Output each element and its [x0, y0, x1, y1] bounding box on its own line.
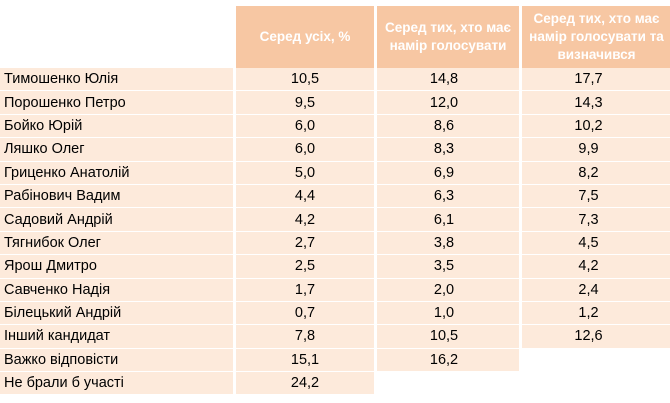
- candidate-name: Ляшко Олег: [0, 138, 233, 162]
- value-all: 1,7: [236, 278, 374, 302]
- value-all: 9,5: [236, 91, 374, 115]
- value-voting: 6,1: [377, 208, 519, 232]
- empty-cell: [377, 372, 519, 396]
- value-all: 4,2: [236, 208, 374, 232]
- candidate-name: Тимошенко Юлія: [0, 68, 233, 92]
- empty-cell: [522, 372, 670, 396]
- candidate-name: Тягнибок Олег: [0, 231, 233, 256]
- value-voting: 8,6: [377, 114, 519, 139]
- candidate-name: Білецький Андрій: [0, 301, 233, 326]
- value-all: 4,4: [236, 184, 374, 209]
- candidate-name: Рабінович Вадим: [0, 184, 233, 209]
- value-voting: 6,9: [377, 161, 519, 185]
- value-all: 2,5: [236, 255, 374, 279]
- value-all: 0,7: [236, 301, 374, 326]
- candidate-name: Важко відповісти: [0, 348, 233, 373]
- value-decided: 7,3: [522, 208, 670, 232]
- header-decided: Серед тих, хто має намір голосувати та в…: [522, 6, 670, 68]
- value-decided: 12,6: [522, 325, 670, 349]
- value-voting: 14,8: [377, 68, 519, 92]
- value-all: 6,0: [236, 138, 374, 162]
- header-all: Серед усіх, %: [236, 6, 374, 68]
- header-blank-cell: [0, 0, 233, 68]
- value-voting: 2,0: [377, 278, 519, 302]
- value-voting: 6,3: [377, 184, 519, 209]
- candidate-name: Савченко Надія: [0, 278, 233, 302]
- value-voting: 12,0: [377, 91, 519, 115]
- value-decided: 7,5: [522, 184, 670, 209]
- header-voting: Серед тих, хто має намір голосувати: [377, 6, 519, 68]
- value-decided: 1,2: [522, 301, 670, 326]
- value-voting: 3,5: [377, 255, 519, 279]
- candidate-name: Гриценко Анатолій: [0, 161, 233, 185]
- candidate-name: Інший кандидат: [0, 325, 233, 349]
- value-all: 6,0: [236, 114, 374, 139]
- value-voting: 8,3: [377, 138, 519, 162]
- value-all: 15,1: [236, 348, 374, 373]
- value-voting: 3,8: [377, 231, 519, 256]
- candidate-name: Бойко Юрій: [0, 114, 233, 139]
- value-decided: 4,2: [522, 255, 670, 279]
- value-decided: 4,5: [522, 231, 670, 256]
- value-decided: 9,9: [522, 138, 670, 162]
- value-decided: 10,2: [522, 114, 670, 139]
- candidate-name: Порошенко Петро: [0, 91, 233, 115]
- value-voting: 16,2: [377, 348, 519, 373]
- candidate-name: Не брали б участі: [0, 372, 233, 396]
- value-decided: 17,7: [522, 68, 670, 92]
- value-all: 2,7: [236, 231, 374, 256]
- value-voting: 10,5: [377, 325, 519, 349]
- value-decided: 2,4: [522, 278, 670, 302]
- value-all: 5,0: [236, 161, 374, 185]
- candidate-name: Садовий Андрій: [0, 208, 233, 232]
- candidate-name: Ярош Дмитро: [0, 255, 233, 279]
- value-decided: 14,3: [522, 91, 670, 115]
- value-all: 24,2: [236, 372, 374, 396]
- value-decided: 8,2: [522, 161, 670, 185]
- value-all: 7,8: [236, 325, 374, 349]
- value-all: 10,5: [236, 68, 374, 92]
- empty-cell: [522, 348, 670, 373]
- value-voting: 1,0: [377, 301, 519, 326]
